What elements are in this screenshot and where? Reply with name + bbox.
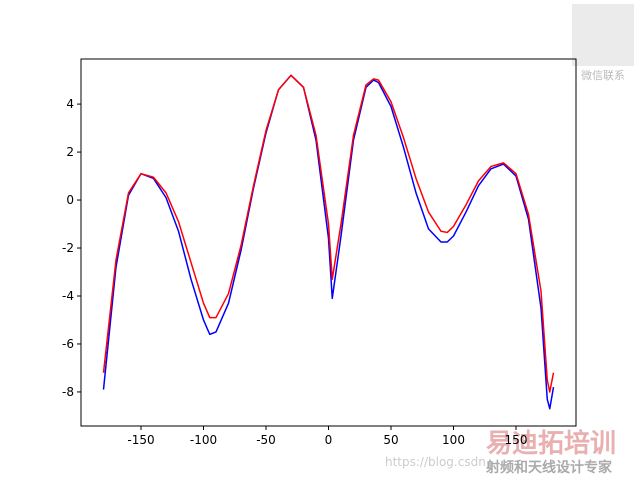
x-tick-label: 100 [442,433,465,447]
x-tick-label: -50 [256,433,276,447]
watermark: 射频和天线设计专家 [485,459,613,476]
y-tick-label: -4 [62,289,74,303]
x-tick-label: 0 [325,433,333,447]
series-line [102,74,555,393]
x-tick-label: -150 [127,433,154,447]
x-tick-label: -100 [190,433,217,447]
series-line [102,74,555,410]
watermark: https://blog.csdn [385,455,486,469]
qr-code [572,4,634,66]
y-tick-label: 2 [66,145,74,159]
watermark: 微信联系 [581,68,625,82]
plot-frame [80,58,577,427]
y-tick-label: 0 [66,193,74,207]
y-tick-label: 4 [66,97,74,111]
y-tick-label: -2 [62,241,74,255]
x-tick-label: 50 [383,433,398,447]
watermark: 易迪拓培训 [486,429,616,459]
x-tick-label: 150 [505,433,528,447]
y-tick-label: -6 [62,337,74,351]
y-tick-label: -8 [62,385,74,399]
